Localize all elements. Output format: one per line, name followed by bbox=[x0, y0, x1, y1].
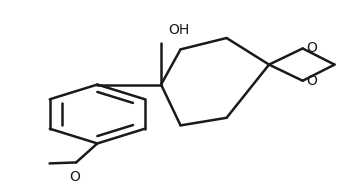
Text: O: O bbox=[306, 41, 317, 55]
Text: O: O bbox=[69, 170, 80, 184]
Text: OH: OH bbox=[168, 23, 189, 37]
Text: O: O bbox=[306, 74, 317, 88]
